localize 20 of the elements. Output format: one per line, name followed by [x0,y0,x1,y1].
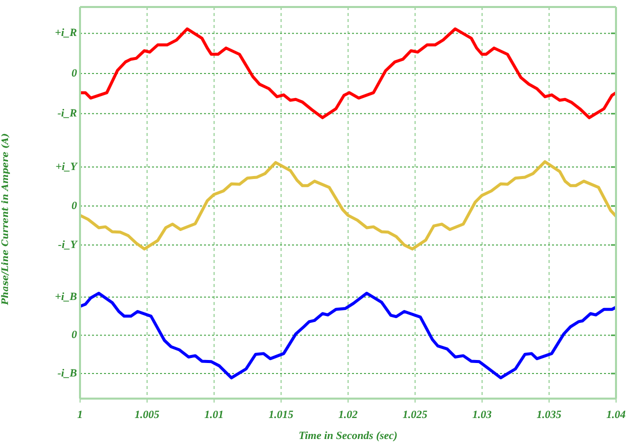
x-tick-label: 1.01 [204,409,224,422]
ref-line-label: -i_R [57,108,77,120]
x-tick-label: 1 [77,409,83,422]
ref-line-label: 0 [72,329,78,342]
ref-line-label: +i_B [54,290,77,303]
ref-line-label: -i_Y [58,238,78,251]
ref-line-label: 0 [72,200,78,212]
ref-line-label: -i_B [57,367,77,380]
y-axis-title: Phase/Line Current in Ampere (A) [1,132,12,307]
x-tick-label: 1.035 [536,409,562,422]
x-tick-label: 1.005 [134,409,160,422]
ref-line-label: +i_R [54,27,77,40]
ref-line-label: +i_Y [55,160,78,173]
ref-line-label: 0 [72,67,78,80]
x-tick-label: 1.02 [338,409,358,422]
x-axis-title: Time in Seconds (sec) [298,430,398,442]
x-tick-label: 1.025 [402,409,428,422]
x-tick-label: 1.03 [472,409,492,422]
x-tick-label: 1.015 [268,409,294,422]
x-tick-label: 1.04 [606,409,626,422]
